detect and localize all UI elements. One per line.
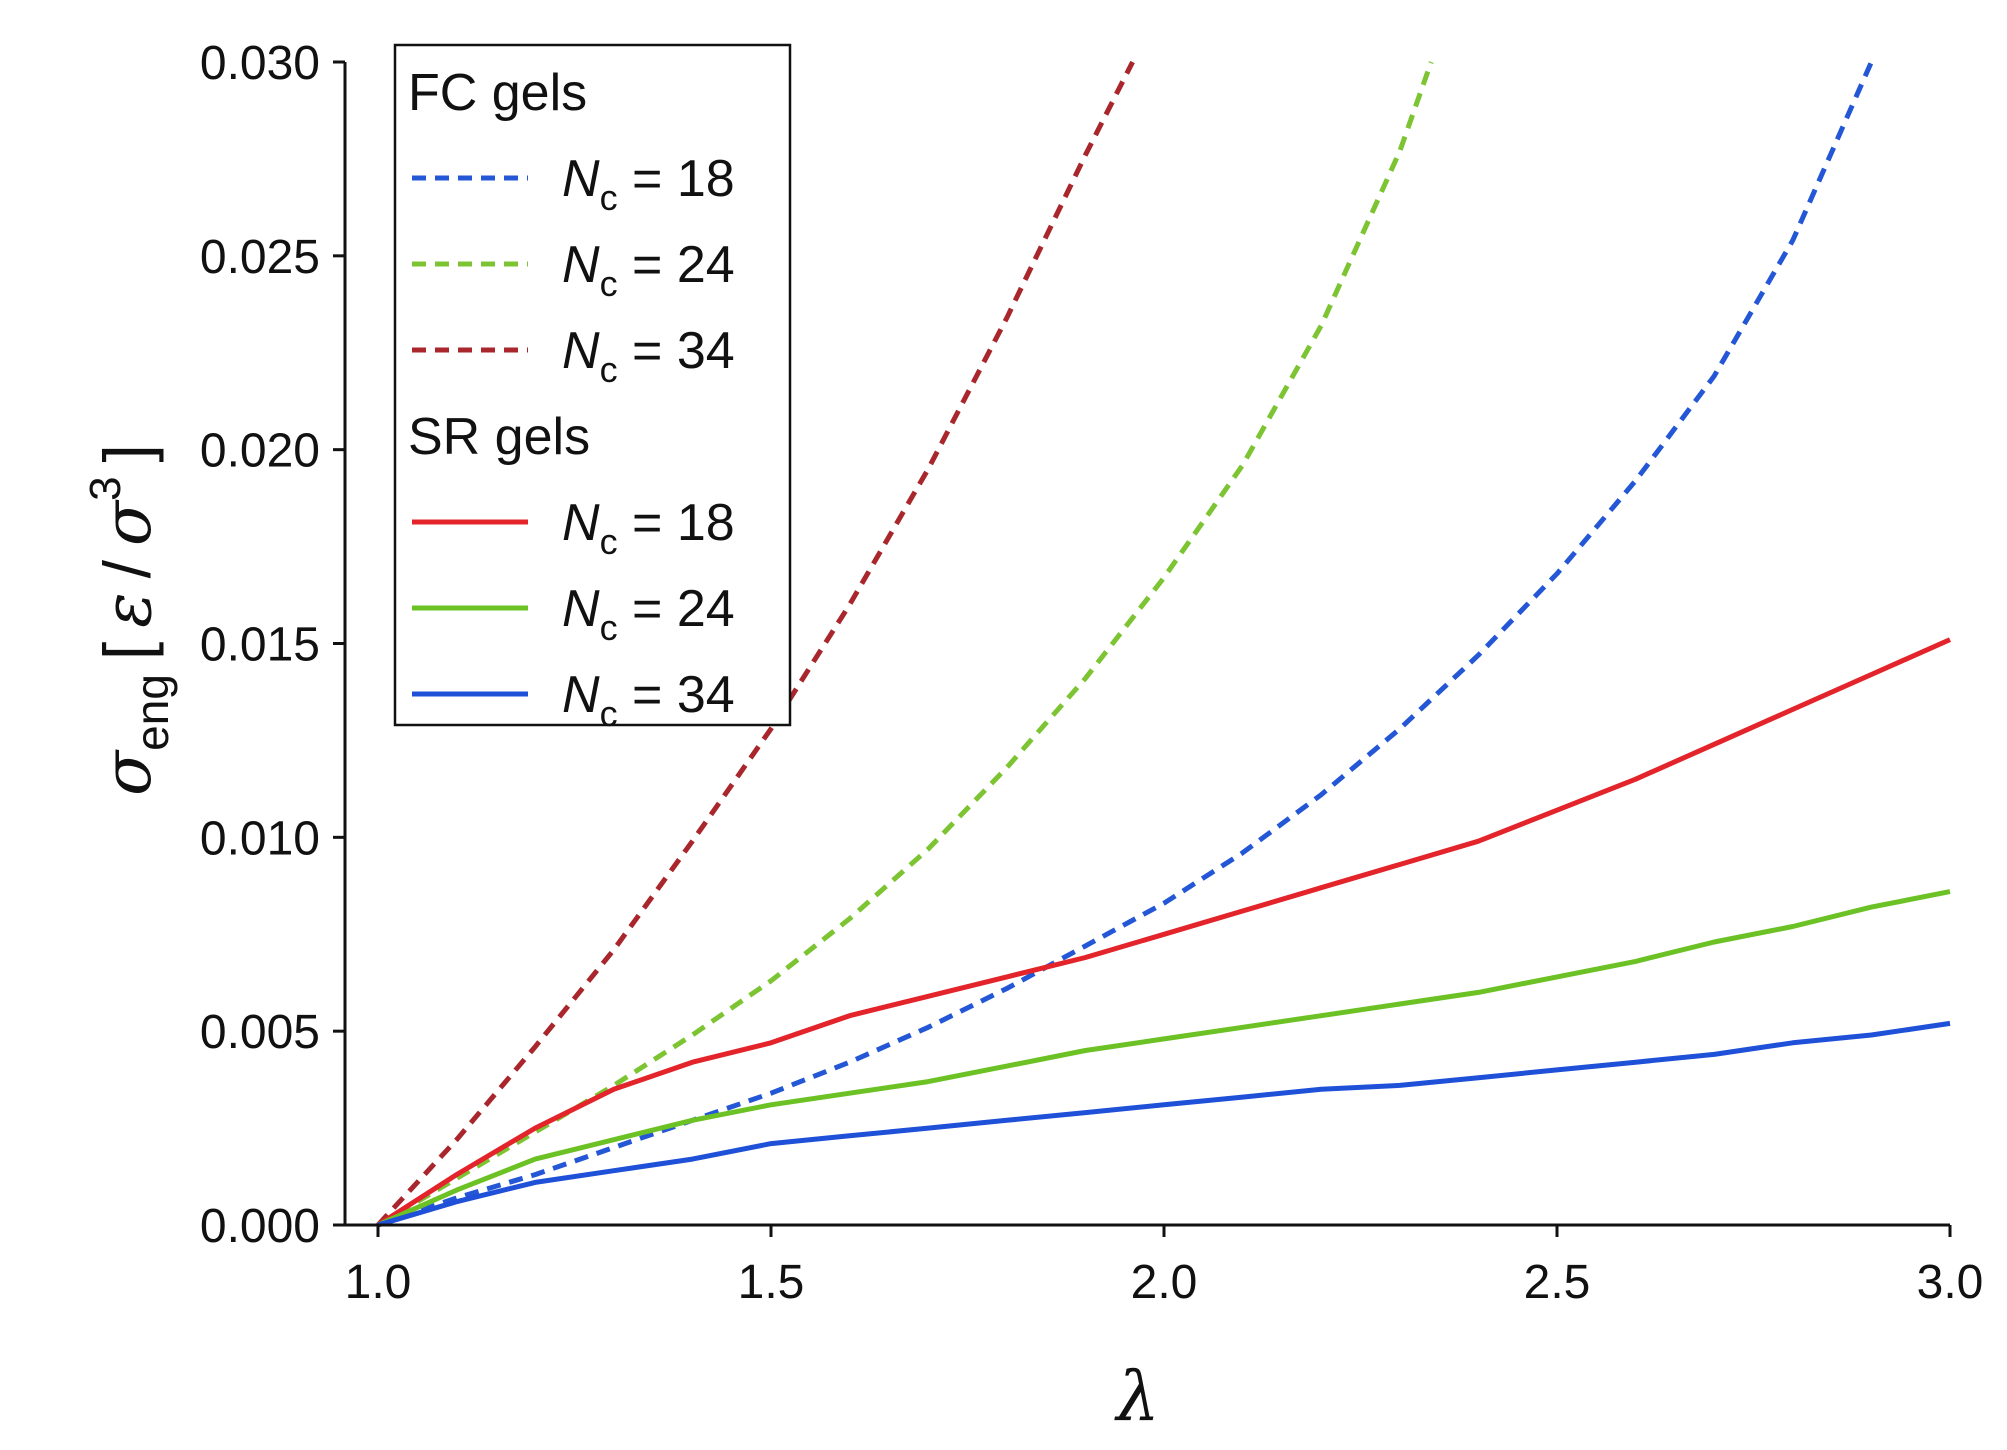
y-tick-label: 0.005 <box>200 1006 320 1059</box>
legend-entry-label: Nc = 24 <box>562 580 735 648</box>
legend-entry-label: Nc = 18 <box>562 150 735 218</box>
y-tick-label: 0.025 <box>200 231 320 284</box>
y-tick-label: 0.020 <box>200 425 320 478</box>
y-axis-label: σeng[ε/σ3] <box>81 444 178 796</box>
series-layer <box>376 60 1952 1228</box>
legend-entry-subscript: c <box>600 177 618 218</box>
legend-entry-subscript: c <box>600 607 618 648</box>
legend-entry-label: Nc = 18 <box>562 494 735 562</box>
x-ticks: 1.0 1.5 2.0 2.5 3.0 <box>345 1225 1984 1309</box>
y-tick-label: 0.015 <box>200 619 320 672</box>
x-tick-label: 1.5 <box>738 1256 805 1309</box>
legend-entry-symbol: N <box>562 150 600 208</box>
legend-entry-symbol: N <box>562 666 600 724</box>
y-axis-symbol: σ <box>89 749 166 796</box>
x-axis-label: λ <box>1113 1358 1159 1437</box>
y-axis-bracket-close: ] <box>90 444 164 462</box>
legend-entry-symbol: N <box>562 494 600 552</box>
legend-entry-subscript: c <box>600 349 618 390</box>
legend-entry-label: Nc = 24 <box>562 236 735 304</box>
y-axis-bracket-open: [ <box>90 642 164 660</box>
y-axis-subscript: eng <box>126 674 178 751</box>
y-axis-unit-numerator: ε <box>89 592 166 627</box>
x-tick-label: 2.0 <box>1131 1256 1198 1309</box>
y-tick-label: 0.000 <box>200 1200 320 1253</box>
legend-group-title: SR gels <box>408 408 590 466</box>
series-line-fc-2 <box>376 60 1135 1227</box>
legend-group-title: FC gels <box>408 64 587 122</box>
legend-entry-subscript: c <box>600 263 618 304</box>
legend-entry-label: Nc = 34 <box>562 322 735 390</box>
legend-entry-subscript: c <box>600 693 618 734</box>
series-line-sr-3 <box>376 637 1952 1228</box>
y-axis-unit-slash: / <box>90 559 164 578</box>
x-tick-label: 3.0 <box>1917 1256 1984 1309</box>
y-tick-label: 0.010 <box>200 812 320 865</box>
legend-entry-symbol: N <box>562 236 600 294</box>
legend-entry-value: = 34 <box>618 666 735 724</box>
y-tick-label: 0.030 <box>200 37 320 90</box>
x-tick-label: 1.0 <box>345 1256 412 1309</box>
legend-box <box>393 43 792 727</box>
legend-entry-value: = 34 <box>618 322 735 380</box>
y-axis-unit-power: 3 <box>81 476 130 500</box>
y-ticks: 0.000 0.005 0.010 0.015 0.020 0.025 0.030 <box>200 37 345 1253</box>
legend-entry-value: = 18 <box>618 150 735 208</box>
legend-entry-value: = 24 <box>618 236 735 294</box>
legend-entry-label: Nc = 34 <box>562 666 735 734</box>
legend-entry-subscript: c <box>600 521 618 562</box>
series-line-fc-0 <box>377 60 1874 1228</box>
y-axis-unit-denominator: σ <box>89 499 166 546</box>
x-tick-label: 2.5 <box>1524 1256 1591 1309</box>
series-line-sr-5 <box>377 1020 1951 1228</box>
legend-entry-symbol: N <box>562 322 600 380</box>
series-line-sr-4 <box>376 889 1951 1228</box>
legend-entry-value: = 24 <box>618 580 735 638</box>
legend-entry-symbol: N <box>562 580 600 638</box>
svg-text:σeng[ε/σ3]: σeng[ε/σ3] <box>81 444 178 796</box>
legend-entry-value: = 18 <box>618 494 735 552</box>
